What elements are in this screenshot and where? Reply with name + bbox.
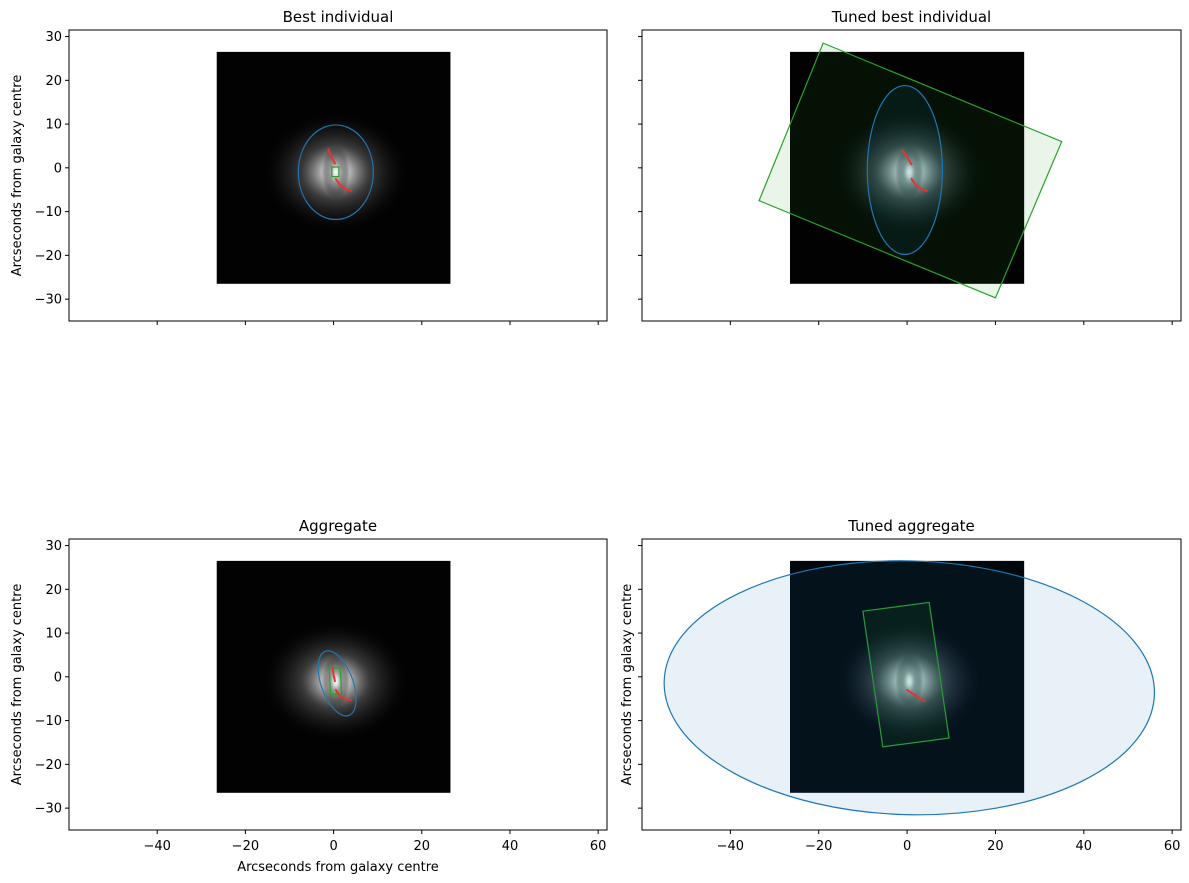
y-tick-label: −30 [35,293,62,308]
panel-title: Tuned best individual [831,8,991,26]
panel-title: Best individual [283,8,394,26]
tuned-aggregate-panel: −40 −20 0 20 40 60 Tuned aggregate Arcseconds f… [620,517,1182,854]
axes-frame [641,29,1182,322]
disk-ellipse [866,84,944,256]
y-tick-label: 10 [45,118,62,133]
spiral-arm-1 [901,149,913,166]
x-tick-label: −20 [232,839,259,854]
spiral-arm-2 [334,688,353,702]
y-axis-label: Arcseconds from galaxy centre [10,75,25,277]
y-tick-label: −10 [35,205,62,220]
x-tick-label: 20 [414,839,431,854]
spiral-arm-1 [331,667,336,683]
y-tick-label: 30 [45,539,62,554]
y-axis-label: Arcseconds from galaxy centre [620,584,635,786]
spiral-arm-1 [327,148,336,165]
disk-ellipse [317,650,357,717]
y-tick-label: −10 [35,714,62,729]
disk-ellipse [663,560,1156,816]
best-individual-panel: −30 −20 −10 0 10 20 30 Best individual Arcsecond… [10,8,608,325]
y-tick-label: 20 [45,583,62,598]
bar-box [328,667,343,695]
spiral-arm-1 [906,688,926,702]
disk-ellipse [297,124,374,221]
x-tick-label: 60 [1164,839,1181,854]
x-tick-label: 0 [903,839,911,854]
x-tick-label: −40 [717,839,744,854]
y-tick-label: −20 [35,249,62,264]
bar-box [862,601,950,748]
spiral-arm-2 [910,177,928,192]
y-tick-label: 20 [45,74,62,89]
galaxy-core [321,145,350,199]
x-tick-label: 20 [987,839,1004,854]
bar-box [758,42,1063,299]
x-axis-label: Arcseconds from galaxy centre [237,860,439,875]
galaxy-core [895,654,924,708]
x-tick-label: 40 [502,839,519,854]
axes-frame [641,538,1182,831]
y-tick-label: −30 [35,802,62,817]
panel-title: Tuned aggregate [847,517,975,535]
y-tick-label: 0 [54,161,62,176]
bar-box [331,166,340,178]
x-tick-label: −20 [805,839,832,854]
y-tick-label: 0 [54,670,62,685]
y-tick-label: 10 [45,627,62,642]
aggregate-panel: −40 −20 0 20 40 60 −30 −20 −10 0 10 20 30 Aggregate Ar… [10,517,608,875]
y-axis-label: Arcseconds from galaxy centre [10,584,25,786]
y-tick-label: 30 [45,30,62,45]
tuned-best-individual-panel: Tuned best individual [638,8,1182,325]
x-tick-label: −40 [143,839,170,854]
x-tick-label: 40 [1076,839,1093,854]
y-tick-label: −20 [35,758,62,773]
spiral-arm-2 [334,177,353,192]
x-tick-label: 60 [590,839,607,854]
axes-frame [68,29,608,322]
panel-title: Aggregate [299,517,377,535]
x-tick-label: 0 [329,839,337,854]
axes-frame [68,538,608,831]
